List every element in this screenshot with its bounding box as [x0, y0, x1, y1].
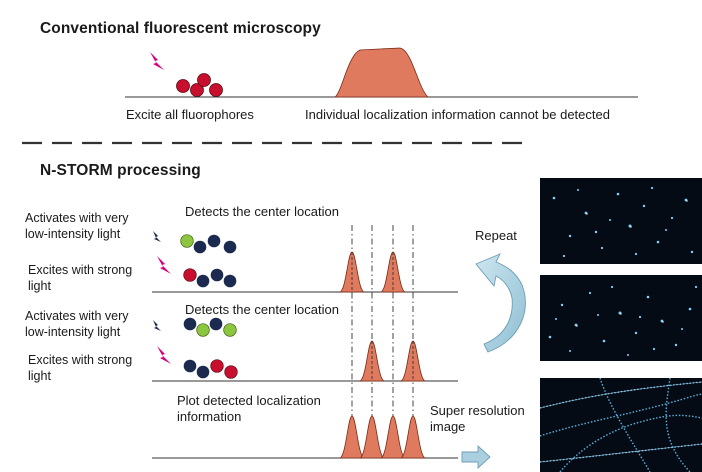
- super-res-filaments: [540, 378, 702, 472]
- excite-all-label: Excite all fluorophores: [126, 107, 254, 122]
- step1-excite-fluorophores: [183, 268, 237, 288]
- step2-excite-line1: Excites with strong: [28, 353, 133, 367]
- super-resolution-image: [540, 378, 702, 472]
- step2-activate-fluorophores: [183, 317, 237, 337]
- step1-activate-line2: low-intensity light: [25, 227, 121, 241]
- repeat-label: Repeat: [475, 228, 517, 243]
- step2-activate-line1: Activates with very: [25, 309, 129, 323]
- localization-undetected-label: Individual localization information cann…: [305, 107, 610, 122]
- plot-localization-label: Plot detected localization information: [177, 393, 321, 425]
- lightning-bolt-icon: [157, 256, 171, 274]
- super-res-line2: image: [430, 419, 466, 434]
- curved-arrow-icon: [475, 253, 526, 353]
- storm-frame-image-1: [540, 178, 702, 264]
- step2-excite-fluorophores: [183, 359, 238, 379]
- right-arrow-icon: [461, 444, 491, 470]
- conventional-title: Conventional fluorescent microscopy: [40, 20, 321, 37]
- super-res-line1: Super resolution: [430, 403, 525, 418]
- plot-label-line1: Plot detected localization: [177, 393, 321, 408]
- frame2-points: [548, 285, 698, 356]
- super-resolution-label: Super resolution image: [430, 403, 525, 435]
- step1-excite-label: Excites with strong light: [28, 262, 132, 294]
- step2-excite-label: Excites with strong light: [28, 352, 132, 384]
- center-guide-lines: [351, 225, 414, 458]
- step1-activate-fluorophores: [180, 234, 237, 254]
- step2-excite-line2: light: [28, 369, 51, 383]
- lightning-bolt-icon: [157, 346, 171, 364]
- frame1-points: [552, 186, 694, 258]
- step1-detect-label: Detects the center location: [185, 204, 339, 219]
- center-markers: [351, 252, 414, 381]
- step2-activate-label: Activates with very low-intensity light: [25, 308, 129, 340]
- storm-title: N-STORM processing: [40, 162, 201, 179]
- dim-light-icon: [153, 320, 161, 331]
- step1-peaks: [339, 251, 406, 293]
- lightning-bolt-icon: [150, 52, 164, 70]
- plot-label-line2: information: [177, 409, 242, 424]
- step1-excite-line2: light: [28, 279, 51, 293]
- step1-activate-label: Activates with very low-intensity light: [25, 210, 129, 242]
- plot-peaks: [339, 415, 426, 459]
- step2-activate-line2: low-intensity light: [25, 325, 121, 339]
- step1-excite-line1: Excites with strong: [28, 263, 133, 277]
- storm-frame-image-2: [540, 275, 702, 361]
- step2-peaks: [359, 340, 426, 382]
- dim-light-icon: [153, 231, 161, 242]
- blurred-signal-peak: [333, 47, 430, 98]
- conventional-fluorophores: [176, 73, 223, 97]
- step1-activate-line1: Activates with very: [25, 211, 129, 225]
- step2-detect-label: Detects the center location: [185, 302, 339, 317]
